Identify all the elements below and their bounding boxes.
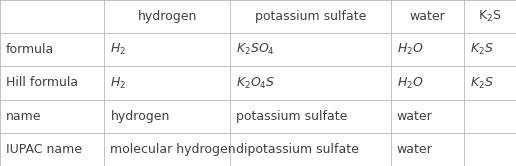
Text: $H_2$: $H_2$	[110, 76, 126, 90]
Text: potassium sulfate: potassium sulfate	[236, 110, 348, 123]
Text: water: water	[397, 143, 432, 156]
Text: K$_2$S: K$_2$S	[478, 9, 502, 24]
Text: $K_2SO_4$: $K_2SO_4$	[236, 42, 276, 57]
Text: water: water	[397, 110, 432, 123]
Text: dipotassium sulfate: dipotassium sulfate	[236, 143, 359, 156]
Text: molecular hydrogen: molecular hydrogen	[110, 143, 236, 156]
Text: $H_2O$: $H_2O$	[397, 76, 424, 90]
Text: $K_2S$: $K_2S$	[470, 42, 494, 57]
Text: IUPAC name: IUPAC name	[6, 143, 82, 156]
Text: potassium sulfate: potassium sulfate	[255, 10, 366, 23]
Text: name: name	[6, 110, 42, 123]
Text: $K_2S$: $K_2S$	[470, 76, 494, 90]
Text: $H_2O$: $H_2O$	[397, 42, 424, 57]
Text: Hill formula: Hill formula	[6, 77, 78, 89]
Text: water: water	[409, 10, 445, 23]
Text: $H_2$: $H_2$	[110, 42, 126, 57]
Text: hydrogen: hydrogen	[110, 110, 170, 123]
Text: hydrogen: hydrogen	[138, 10, 197, 23]
Text: $K_2O_4S$: $K_2O_4S$	[236, 76, 276, 90]
Text: formula: formula	[6, 43, 55, 56]
